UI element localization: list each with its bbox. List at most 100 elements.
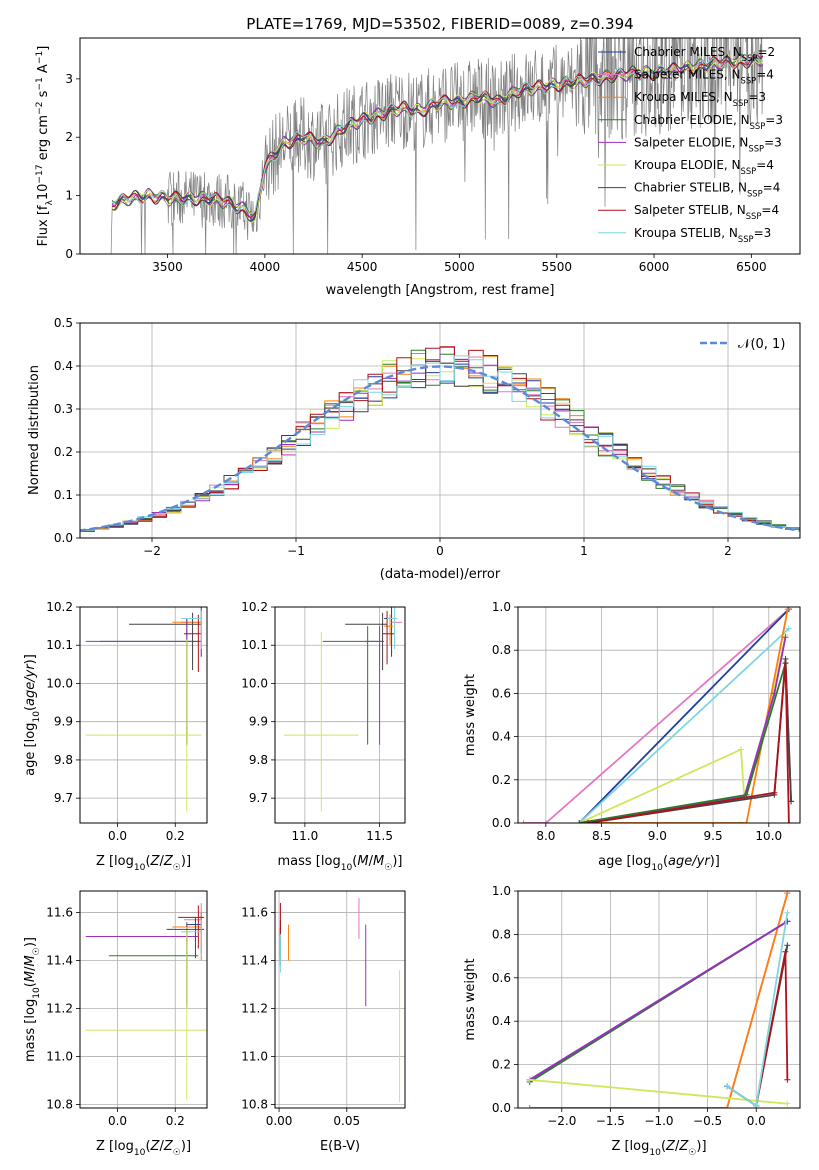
- y-tick-label: 9.9: [54, 715, 73, 729]
- x-tick-label: 0.05: [333, 1114, 360, 1128]
- x-tick-label: −0.5: [693, 1114, 722, 1128]
- error-bar: [129, 612, 202, 671]
- axes-frame: [79, 322, 801, 539]
- y-tick-label: 0.8: [492, 643, 511, 657]
- plot-area: [85, 607, 202, 812]
- y-tick-label: 0.8: [492, 927, 511, 941]
- legend-entry: Kroupa ELODIE, NSSP=4: [634, 158, 774, 176]
- y-tick-label: 0.4: [492, 1014, 511, 1028]
- axes-frame: [274, 606, 406, 824]
- y-tick-label: 9.8: [249, 753, 268, 767]
- x-tick-label: 11.0: [292, 829, 319, 843]
- grid: [275, 606, 405, 823]
- error-bar: [387, 607, 398, 650]
- weight-marker: [585, 820, 592, 823]
- y-tick-label: 11.0: [46, 1049, 73, 1063]
- plot-area: [283, 607, 403, 812]
- y-tick-label: 10.8: [46, 1097, 73, 1111]
- error-bar: [384, 607, 395, 657]
- error-bar: [85, 618, 202, 745]
- x-tick-label: −1.0: [644, 1114, 673, 1128]
- weight-marker: [542, 820, 549, 823]
- x-tick-label: 4000: [250, 260, 281, 274]
- normal-curve: [80, 365, 800, 532]
- y-tick-label: 0.6: [492, 686, 511, 700]
- y-axis-label: age [log10(age/yr)]: [23, 654, 42, 776]
- error-bar: [384, 614, 394, 646]
- x-tick-label: −1: [287, 544, 305, 558]
- plot-area: [110, 38, 764, 254]
- legend-entry: Chabrier STELIB, NSSP=4: [634, 181, 780, 199]
- y-tick-label: 10.8: [241, 1097, 268, 1111]
- axes-frame: [274, 890, 406, 1109]
- error-bar: [391, 610, 403, 650]
- y-tick-label: 0.5: [54, 316, 73, 330]
- x-axis-label: Z [log10(Z/Z☉)]: [611, 1139, 706, 1158]
- y-axis-label: mass weight: [463, 674, 478, 756]
- weight-marker: [526, 1076, 533, 1083]
- y-tick-label: 1.0: [492, 600, 511, 614]
- error-bar: [283, 631, 359, 812]
- axes: 3500 4000 4500 5000 5500 6000 6500 0 1 2 3 waveleng…: [35, 37, 801, 298]
- y-tick-label: 3: [65, 72, 73, 86]
- x-axis-label: wavelength [Angstrom, rest frame]: [326, 283, 555, 298]
- error-bar: [100, 618, 202, 745]
- x-tick-label: 11.5: [366, 829, 393, 843]
- plot-area: [520, 607, 795, 823]
- x-tick-label: 0.0: [747, 1114, 766, 1128]
- weight-marker: [785, 820, 792, 823]
- x-axis-label: mass [log10(M/M☉)]: [278, 854, 403, 873]
- weight-marker: [785, 625, 792, 632]
- y-tick-label: 9.9: [249, 715, 268, 729]
- x-tick-label: 0.2: [166, 829, 185, 843]
- error-bar: [186, 912, 202, 954]
- weight-marker: [520, 820, 527, 823]
- x-tick-label: −2.0: [547, 1114, 576, 1128]
- x-tick-label: −2: [143, 544, 161, 558]
- x-tick-label: −1.5: [596, 1114, 625, 1128]
- x-tick-label: 1: [580, 544, 588, 558]
- y-tick-label: 0.2: [492, 1058, 511, 1072]
- y-tick-label: 0.4: [492, 730, 511, 744]
- y-tick-label: 9.7: [249, 791, 268, 805]
- model-spectrum-line: [111, 52, 763, 215]
- plot-area: [526, 891, 791, 1108]
- weight-marker: [743, 820, 750, 823]
- y-tick-label: 10.0: [241, 676, 268, 690]
- y-tick-label: 0.4: [54, 359, 73, 373]
- error-bar: [178, 905, 205, 949]
- model-spectrum-line: [112, 53, 764, 218]
- axes-frame: [517, 890, 801, 1109]
- y-tick-label: 0.0: [492, 1101, 511, 1115]
- legend-entry: Salpeter ELODIE, NSSP=3: [634, 135, 782, 153]
- axes-frame: [517, 606, 801, 824]
- weight-marker: [576, 820, 583, 823]
- x-tick-label: 5000: [444, 260, 475, 274]
- ebv-mass-panel: 0.00 0.05 10.8 11.0 11.2 11.4 11.6 E(B-V): [241, 890, 406, 1154]
- x-tick-label: 8.0: [536, 829, 555, 843]
- residual-panel: −2 −1 0 1 2 0.0 0.1 0.2 0.3 0.4 0.5 𝒩(0, 1) (data-mo…: [27, 316, 801, 582]
- weight-marker: [771, 789, 778, 796]
- z-age-panel: 0.0 0.2 9.7 9.8 9.9 10.0 10.1 10.2 Z [log10(Z/Z☉…: [23, 600, 208, 873]
- weight-marker: [784, 1100, 791, 1107]
- weight-marker: [782, 948, 789, 955]
- error-bar: [85, 639, 202, 812]
- error-bar: [183, 614, 202, 672]
- error-bar: [85, 924, 199, 1009]
- y-tick-label: 9.7: [54, 791, 73, 805]
- y-tick-label: 0: [65, 247, 73, 261]
- x-axis-label: Z [log10(Z/Z☉)]: [96, 1139, 191, 1158]
- y-tick-label: 10.2: [46, 600, 73, 614]
- y-tick-label: 9.8: [54, 753, 73, 767]
- x-tick-label: 9.0: [648, 829, 667, 843]
- x-tick-label: 6000: [639, 260, 670, 274]
- y-axis-label: mass weight: [463, 958, 478, 1040]
- y-tick-label: 1.0: [492, 884, 511, 898]
- legend-entry: Salpeter MILES, NSSP=4: [634, 68, 774, 86]
- age-weight-panel: 8.0 8.5 9.0 9.5 10.0 0.0 0.2 0.4 0.6 0.8 1.0 age [l…: [463, 600, 801, 873]
- x-tick-label: 5500: [541, 260, 572, 274]
- weight-line: [529, 892, 789, 1108]
- weight-line: [529, 1078, 788, 1105]
- error-bar: [382, 610, 395, 665]
- x-tick-label: 2: [724, 544, 732, 558]
